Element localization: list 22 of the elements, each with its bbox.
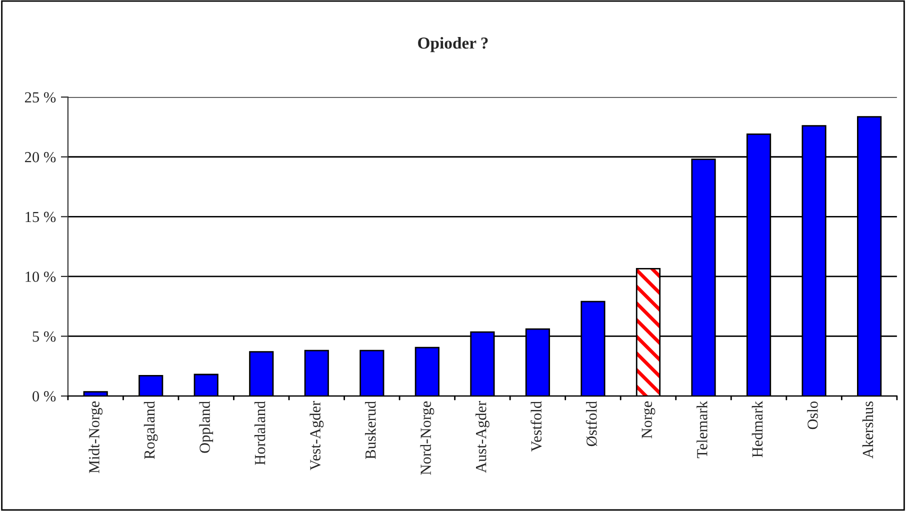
x-tick-label: Akershus: [862, 401, 874, 458]
x-tick-label: Vest-Agder: [310, 401, 324, 470]
x-tick-label: Aust-Agder: [475, 401, 490, 473]
x-tick-label: Nord-Norge: [420, 401, 434, 475]
y-tick-label: 20 %: [24, 152, 56, 162]
y-tick-label: 15 %: [26, 212, 56, 222]
x-tick-label: Hedmark: [752, 400, 763, 458]
x-tick-label: Rogaland: [144, 401, 158, 459]
x-tick-label: Midt-Norge: [88, 401, 103, 474]
y-tick-label: 25 %: [24, 92, 56, 103]
x-tick-label: Vestfold: [530, 401, 542, 452]
y-tick-label: 0 %: [32, 391, 56, 402]
x-tick-label: Oslo: [807, 401, 818, 430]
chart-title: Opioder ?: [418, 36, 488, 52]
x-tick-label: Østfold: [586, 401, 598, 446]
y-tick-label: 5 %: [32, 331, 56, 342]
x-tick-label: Oppland: [199, 401, 214, 453]
x-tick-label: Telemark: [696, 400, 708, 458]
y-tick-label: 10 %: [26, 272, 56, 282]
x-tick-label: Buskerud: [364, 401, 376, 460]
x-tick-label: Hordaland: [254, 401, 266, 465]
x-tick-label: Norge: [642, 401, 656, 438]
